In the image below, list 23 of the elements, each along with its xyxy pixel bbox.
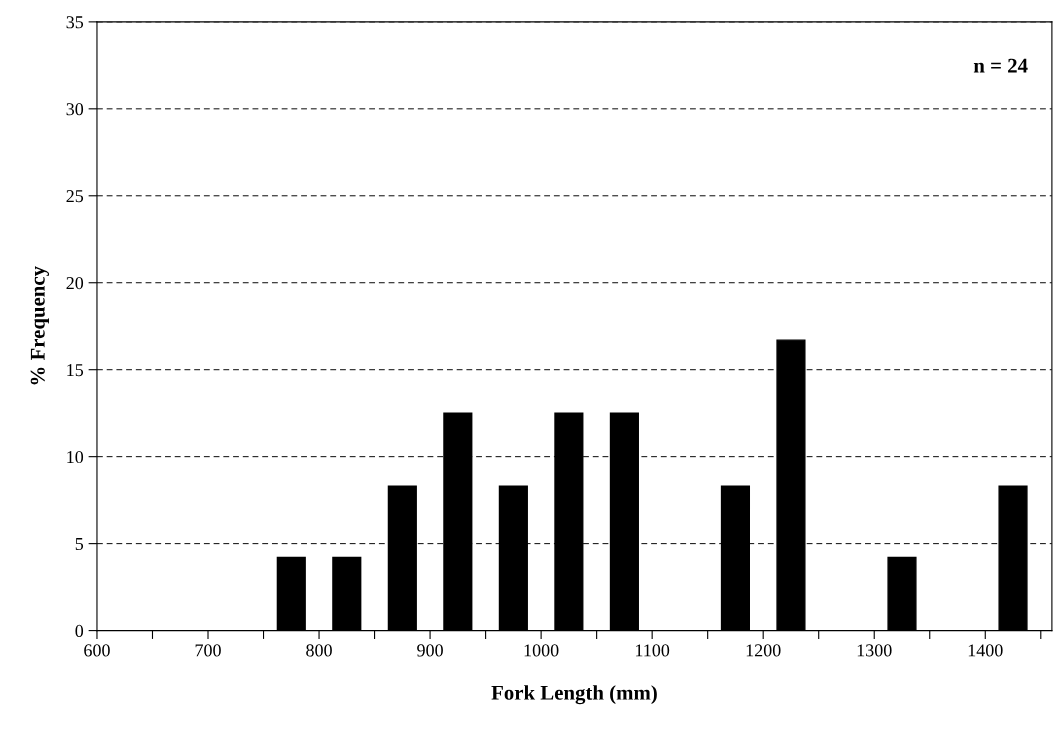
bar xyxy=(887,556,917,631)
y-tick-label: 15 xyxy=(67,364,84,377)
x-axis-title: Fork Length (mm) xyxy=(491,685,657,705)
y-tick-label: 20 xyxy=(66,277,84,290)
x-tick-label: 700 xyxy=(195,644,221,657)
x-tick-label: 800 xyxy=(306,644,332,657)
bar xyxy=(332,556,362,631)
x-tick-label: 1000 xyxy=(524,644,559,657)
x-tick-label: 1400 xyxy=(968,644,1003,657)
y-tick-label: 10 xyxy=(67,450,84,464)
bar xyxy=(276,556,306,631)
y-tick-label: 0 xyxy=(75,624,84,638)
x-tick-label: 1200 xyxy=(746,644,781,657)
y-axis-title: % Frequency xyxy=(30,266,50,385)
y-tick-label: 25 xyxy=(66,190,84,203)
y-tick-label: 5 xyxy=(75,538,84,551)
x-tick-label: 900 xyxy=(417,644,443,657)
x-tick-label: 1100 xyxy=(636,644,670,657)
y-tick-label: 35 xyxy=(66,16,84,29)
annotation: n = 24 xyxy=(973,58,1028,73)
x-tick-label: 1300 xyxy=(857,644,892,657)
y-tick-label: 30 xyxy=(66,103,84,116)
x-tick-label: 600 xyxy=(84,644,110,657)
